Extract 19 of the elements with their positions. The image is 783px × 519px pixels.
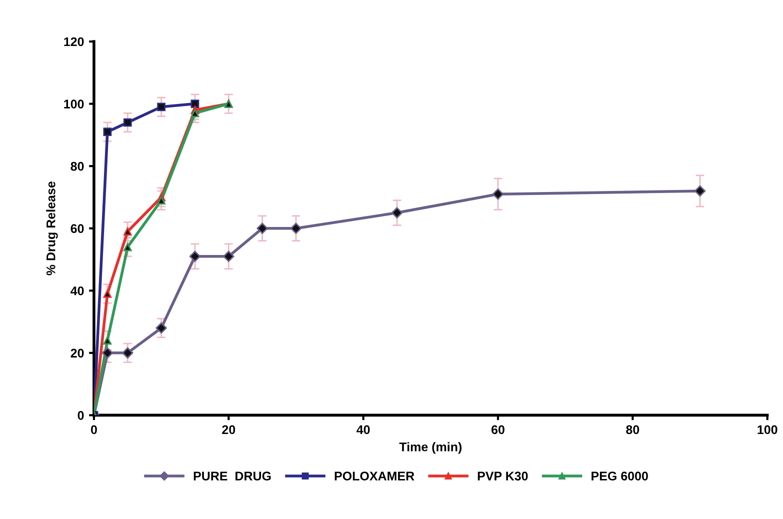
y-tick-label: 100 <box>64 100 84 108</box>
legend-label: PVP K30 <box>478 472 528 480</box>
x-tick-label: 60 <box>491 425 504 434</box>
x-axis-title: Time (min) <box>399 442 462 454</box>
x-tick-label: 40 <box>356 425 370 434</box>
y-tick-label: 20 <box>70 348 84 358</box>
legend-label: POLOXAMER <box>334 472 414 480</box>
x-tick-label: 0 <box>90 425 97 434</box>
y-axis-title: % Drug Release <box>46 182 58 276</box>
y-tick-label: 0 <box>78 411 84 420</box>
x-tick-label: 100 <box>758 425 778 434</box>
legend-label: PURE DRUG <box>194 472 271 480</box>
y-tick-label: 80 <box>70 162 84 171</box>
x-tick-label: 80 <box>626 425 640 434</box>
x-tick-label: 20 <box>222 425 236 434</box>
y-tick-label: 40 <box>70 286 84 296</box>
y-tick-label: 120 <box>64 37 84 46</box>
legend-label: PEG 6000 <box>592 472 648 480</box>
y-tick-label: 60 <box>70 224 84 234</box>
